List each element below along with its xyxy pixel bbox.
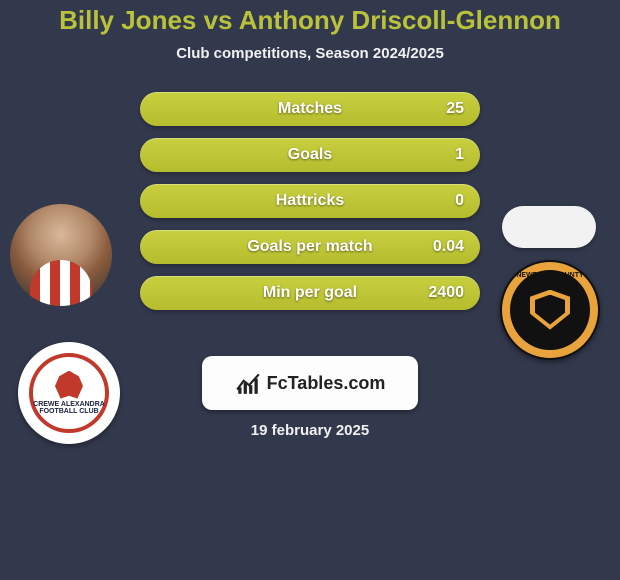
club-right-year-left: 1912 xyxy=(514,306,530,313)
stat-bar-hattricks: Hattricks 0 xyxy=(140,184,480,218)
club-right-year-right: 1989 xyxy=(570,306,586,313)
club-right-badge-ring: NEWPORT COUNTY AFC exiles 1912 1989 xyxy=(502,262,598,358)
shield-icon xyxy=(530,290,570,330)
stat-bar-goals: Goals 1 xyxy=(140,138,480,172)
stat-bar-goals-per-match: Goals per match 0.04 xyxy=(140,230,480,264)
stat-value: 2400 xyxy=(428,284,464,302)
club-left-text-bottom: FOOTBALL CLUB xyxy=(39,408,98,415)
subtitle: Club competitions, Season 2024/2025 xyxy=(0,45,620,62)
club-left-badge-inner: CREWE ALEXANDRA FOOTBALL CLUB xyxy=(29,353,109,433)
stat-label: Hattricks xyxy=(140,192,480,210)
shield-inner-icon xyxy=(535,295,565,325)
club-right-text-top: NEWPORT COUNTY AFC xyxy=(510,272,590,286)
stat-bar-min-per-goal: Min per goal 2400 xyxy=(140,276,480,310)
stat-label: Goals xyxy=(140,146,480,164)
club-left-text-top: CREWE ALEXANDRA xyxy=(33,401,105,408)
stat-bar-matches: Matches 25 xyxy=(140,92,480,126)
brand-bar[interactable]: FcTables.com xyxy=(202,356,418,410)
stat-value: 25 xyxy=(446,100,464,118)
stat-value: 0.04 xyxy=(433,238,464,256)
stat-label: Matches xyxy=(140,100,480,118)
stat-value: 0 xyxy=(455,192,464,210)
club-right-text-bottom: exiles xyxy=(510,341,590,348)
lion-icon xyxy=(55,371,83,399)
chart-icon xyxy=(235,370,261,396)
club-right-badge: NEWPORT COUNTY AFC exiles 1912 1989 xyxy=(500,260,600,360)
brand-label: FcTables.com xyxy=(267,373,386,394)
player-right-avatar xyxy=(502,206,596,248)
player-left-avatar xyxy=(10,204,112,306)
page-title: Billy Jones vs Anthony Driscoll-Glennon xyxy=(0,0,620,35)
stat-value: 1 xyxy=(455,146,464,164)
date-label: 19 february 2025 xyxy=(0,422,620,439)
stat-bars: Matches 25 Goals 1 Hattricks 0 Goals per… xyxy=(140,92,480,322)
stat-label: Goals per match xyxy=(140,238,480,256)
